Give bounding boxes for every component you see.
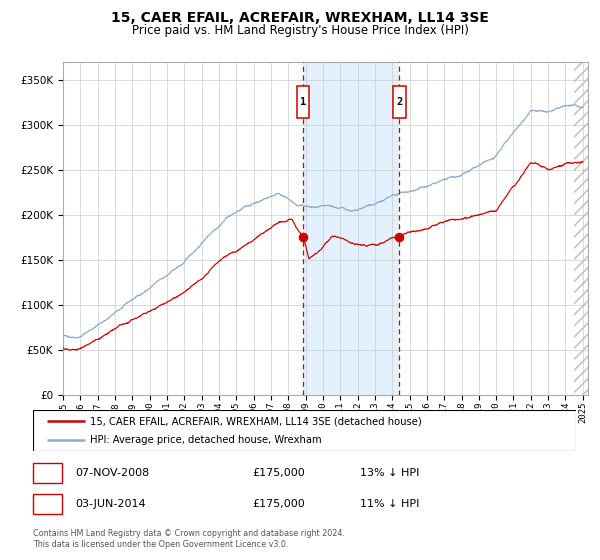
Text: 07-NOV-2008: 07-NOV-2008 — [75, 468, 149, 478]
Text: 2: 2 — [397, 97, 403, 107]
Text: 1: 1 — [300, 97, 306, 107]
Bar — [574, 62, 600, 395]
Point — [395, 233, 404, 242]
Text: 2: 2 — [44, 499, 51, 509]
Text: 13% ↓ HPI: 13% ↓ HPI — [360, 468, 419, 478]
Text: 11% ↓ HPI: 11% ↓ HPI — [360, 499, 419, 509]
Point — [298, 233, 308, 242]
Text: HPI: Average price, detached house, Wrexham: HPI: Average price, detached house, Wrex… — [90, 435, 322, 445]
FancyBboxPatch shape — [297, 86, 309, 118]
Text: Contains HM Land Registry data © Crown copyright and database right 2024.
This d: Contains HM Land Registry data © Crown c… — [33, 529, 345, 549]
Text: Price paid vs. HM Land Registry's House Price Index (HPI): Price paid vs. HM Land Registry's House … — [131, 24, 469, 36]
Text: 15, CAER EFAIL, ACREFAIR, WREXHAM, LL14 3SE (detached house): 15, CAER EFAIL, ACREFAIR, WREXHAM, LL14 … — [90, 417, 422, 426]
Text: 15, CAER EFAIL, ACREFAIR, WREXHAM, LL14 3SE: 15, CAER EFAIL, ACREFAIR, WREXHAM, LL14 … — [111, 11, 489, 25]
Text: 03-JUN-2014: 03-JUN-2014 — [75, 499, 146, 509]
FancyBboxPatch shape — [33, 410, 576, 451]
Text: £175,000: £175,000 — [252, 499, 305, 509]
Text: £175,000: £175,000 — [252, 468, 305, 478]
Bar — [303, 62, 400, 395]
Text: 1: 1 — [44, 468, 51, 478]
FancyBboxPatch shape — [394, 86, 406, 118]
